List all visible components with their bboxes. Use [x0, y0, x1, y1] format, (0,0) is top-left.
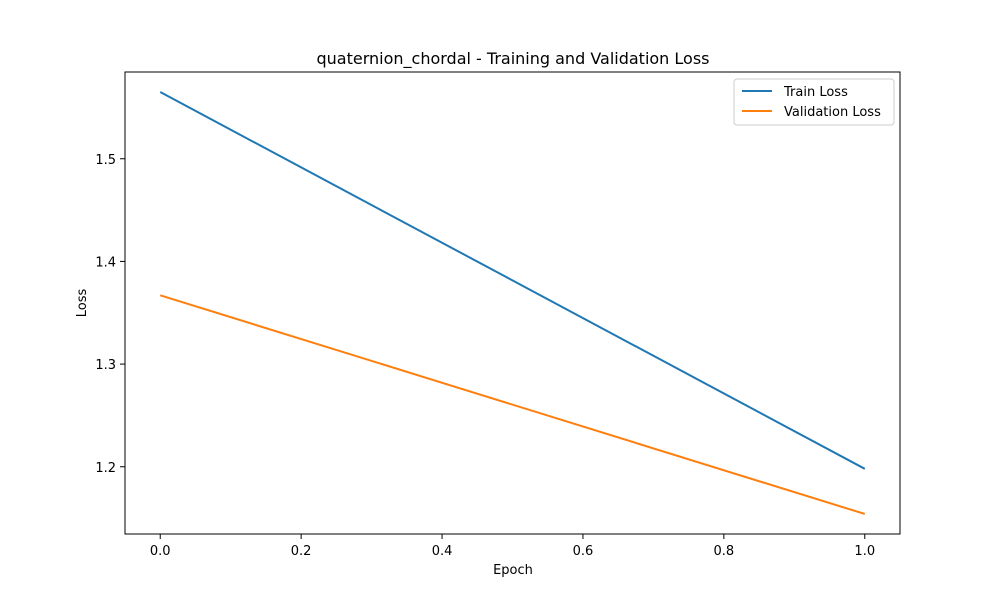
legend: Train Loss Validation Loss	[733, 78, 895, 126]
plot-area	[124, 71, 901, 535]
x-tick-label: 0.4	[432, 544, 453, 559]
y-tick-label: 1.4	[95, 255, 116, 270]
legend-entry-train-loss: Train Loss	[783, 85, 848, 100]
y-tick-label: 1.5	[95, 153, 116, 168]
series-line-train-loss	[159, 91, 866, 470]
plot-frame	[124, 71, 901, 535]
legend-frame	[733, 78, 895, 126]
x-tick-label: 0.2	[291, 544, 312, 559]
series-layer	[159, 91, 866, 515]
y-axis-label: Loss	[75, 289, 90, 318]
y-tick-label: 1.3	[95, 358, 116, 373]
legend-entry-validation-loss: Validation Loss	[784, 105, 881, 120]
x-axis-label: Epoch	[493, 563, 533, 578]
y-axis-ticks: 1.2 1.3 1.4 1.5	[95, 153, 125, 476]
x-tick-label: 1.0	[854, 544, 875, 559]
series-line-validation-loss	[159, 294, 866, 515]
chart-title: quaternion_chordal - Training and Valida…	[317, 49, 710, 69]
x-tick-label: 0.0	[150, 544, 171, 559]
x-tick-label: 0.8	[714, 544, 735, 559]
y-tick-label: 1.2	[95, 461, 116, 476]
x-tick-label: 0.6	[573, 544, 594, 559]
x-axis-ticks: 0.0 0.2 0.4 0.6 0.8 1.0	[150, 534, 875, 559]
